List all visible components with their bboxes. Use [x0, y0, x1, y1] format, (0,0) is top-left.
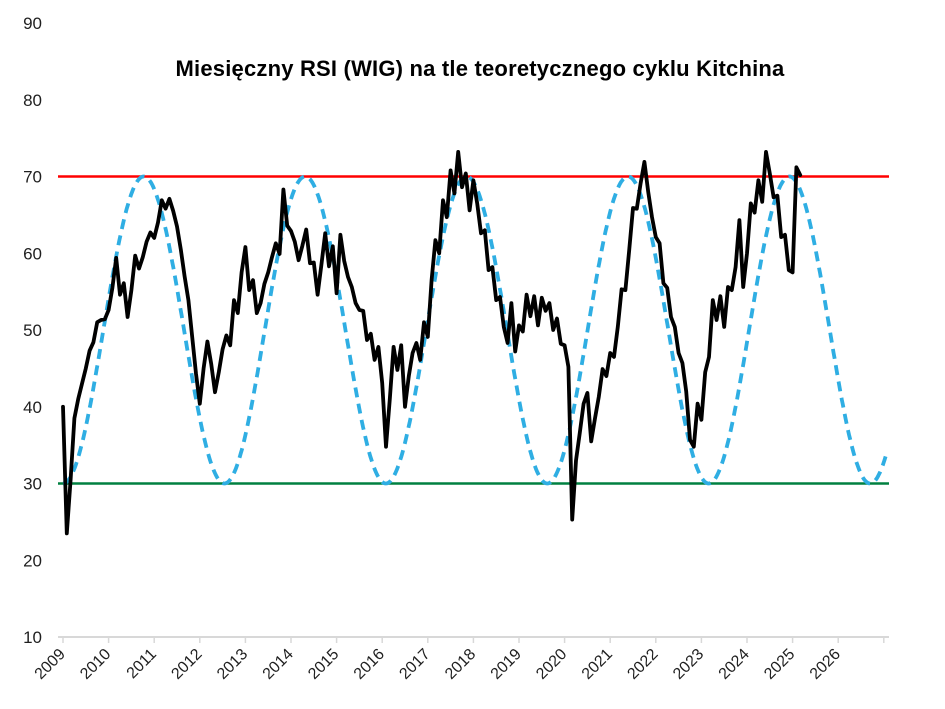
y-tick-label: 80 — [23, 91, 42, 110]
x-tick-label: 2023 — [670, 646, 707, 683]
y-tick-label: 30 — [23, 475, 42, 494]
x-tick-label: 2025 — [761, 646, 798, 683]
x-tick-label: 2011 — [124, 646, 160, 682]
x-tick-label: 2016 — [351, 646, 388, 683]
rsi-path — [61, 149, 803, 536]
x-tick-label: 2017 — [396, 646, 433, 683]
x-tick-label: 2013 — [214, 646, 251, 683]
reference-lines — [58, 175, 889, 485]
x-tick-label: 2010 — [77, 646, 114, 683]
x-tick-label: 2018 — [442, 646, 479, 683]
x-tick-label: 2009 — [32, 646, 69, 683]
x-tick-label: 2020 — [533, 646, 570, 683]
y-tick-label: 70 — [23, 168, 42, 187]
y-tick-label: 90 — [23, 14, 42, 33]
y-tick-label: 20 — [23, 551, 42, 570]
x-axis — [58, 636, 889, 643]
x-tick-label: 2019 — [488, 646, 525, 683]
x-tick-label: 2015 — [305, 646, 342, 683]
x-tick-label: 2012 — [168, 646, 205, 683]
x-tick-label: 2026 — [807, 646, 844, 683]
x-tick-label: 2014 — [260, 646, 297, 683]
y-tick-label: 50 — [23, 321, 42, 340]
y-tick-label: 60 — [23, 244, 42, 263]
chart-title: Miesięczny RSI (WIG) na tle teoretyczneg… — [175, 56, 785, 81]
y-axis-labels: 90 80 70 60 50 40 30 20 10 — [23, 14, 42, 647]
kitchin-cycle-path — [62, 174, 888, 486]
x-tick-label: 2022 — [624, 646, 661, 683]
y-tick-label: 10 — [23, 628, 42, 647]
x-tick-label: 2024 — [716, 646, 753, 683]
rsi-series — [61, 149, 803, 536]
y-tick-label: 40 — [23, 398, 42, 417]
x-axis-labels: 2009 2010 2011 2012 2013 2014 2015 2016 2017 2018… — [32, 646, 844, 683]
x-tick-label: 2021 — [579, 646, 616, 683]
kitchin-cycle-series — [62, 174, 888, 486]
